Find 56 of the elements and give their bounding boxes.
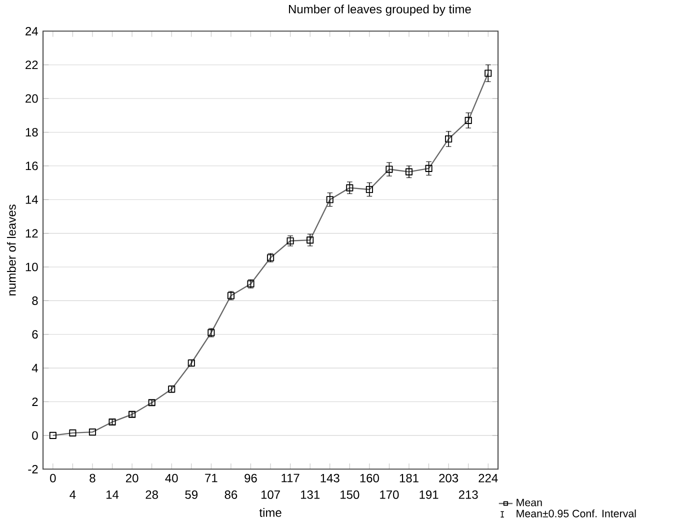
y-tick-label: 6: [32, 330, 38, 339]
point: [326, 196, 334, 204]
x-tick-label: 96: [244, 474, 257, 482]
y-tick-label: 12: [26, 229, 38, 238]
x-tick-label: 131: [301, 490, 320, 499]
y-tick-label: 10: [26, 262, 38, 272]
y-tick-label: 20: [26, 94, 38, 103]
point: [69, 429, 76, 436]
point: [346, 184, 354, 192]
point: [464, 116, 472, 124]
point: [445, 135, 452, 142]
x-tick-label: 170: [380, 490, 399, 499]
point: [366, 186, 373, 194]
x-tick-label: 71: [205, 474, 218, 482]
x-tick-label: 8: [90, 474, 96, 482]
x-tick-label: 160: [360, 474, 379, 482]
x-tick-label: 191: [420, 490, 438, 499]
chart-title: Number of leaves grouped by time: [289, 4, 471, 16]
x-tick-label: 20: [126, 474, 138, 482]
y-tick-label: 24: [26, 26, 38, 36]
text: Mean±0.95 Conf. Interval: [516, 509, 636, 518]
x-tick-label: 0: [50, 474, 56, 482]
y-tick-label: 16: [26, 162, 38, 170]
y-tick-label: 18: [26, 128, 38, 136]
x-tick-label: 181: [400, 474, 418, 482]
x-axis-title: time: [259, 508, 282, 517]
y-tick-label: -2: [28, 464, 38, 474]
x-tick-label: 117: [282, 474, 300, 482]
y-tick-label: 4: [32, 364, 38, 372]
y-axis-title: number of leaves: [7, 204, 16, 296]
point: [484, 70, 492, 77]
y-tick-label: 14: [26, 195, 38, 204]
point: [386, 166, 393, 173]
point: [286, 237, 294, 244]
y-tick-label: 2: [32, 398, 38, 406]
x-tick-label: 86: [224, 490, 238, 499]
legend-label: Mean: [516, 498, 542, 506]
x-tick-label: 224: [478, 474, 498, 482]
y-tick-label: 22: [26, 60, 38, 70]
point: [425, 164, 432, 172]
x-tick-label: 14: [106, 490, 119, 499]
point: [88, 428, 96, 436]
x-tick-label: 213: [458, 490, 478, 499]
x-tick-label: 150: [340, 490, 360, 499]
x-tick-label: 4: [70, 490, 76, 499]
point: [405, 168, 413, 176]
x-tick-label: 28: [146, 490, 158, 499]
x-tick-label: 59: [185, 490, 198, 499]
y-tick-label: 0: [32, 431, 38, 440]
point: [306, 236, 314, 244]
x-tick-label: 40: [165, 474, 178, 482]
x-tick-label: 143: [320, 474, 340, 482]
x-tick-label: 107: [261, 490, 280, 499]
y-tick-label: 8: [32, 296, 38, 305]
point: [49, 432, 56, 439]
x-tick-label: 203: [439, 474, 458, 482]
